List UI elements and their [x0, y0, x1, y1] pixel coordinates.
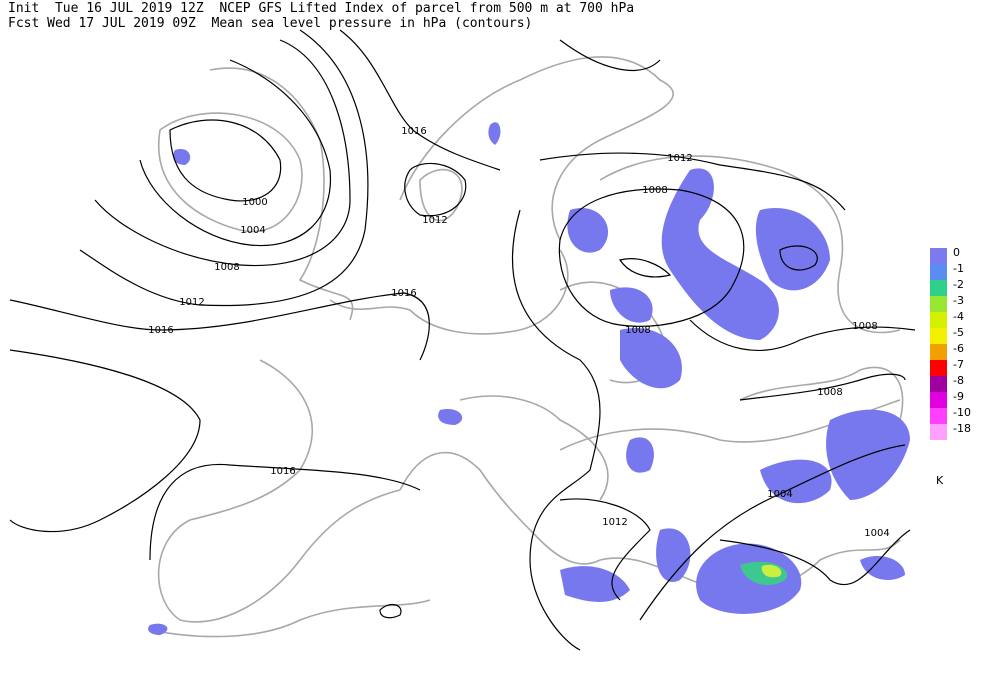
legend-swatch — [930, 296, 947, 312]
legend-label: -5 — [953, 326, 964, 339]
legend-label: -10 — [953, 406, 971, 419]
contour-label: 1004 — [864, 528, 889, 539]
legend-swatch — [930, 248, 947, 264]
contour-label: 1008 — [852, 321, 877, 332]
color-legend: 0 -1 -2 -3 -4 -5 -6 -7 -8 -9 -10 -18 — [930, 246, 971, 440]
legend-swatch — [930, 280, 947, 296]
contour-label: 1016 — [270, 466, 295, 477]
legend-label: 0 — [953, 246, 960, 259]
legend-label: -8 — [953, 374, 964, 387]
legend-label: -9 — [953, 390, 964, 403]
contour-label: 1012 — [602, 517, 627, 528]
contour-label: 1016 — [391, 288, 416, 299]
contour-label: 1000 — [242, 197, 267, 208]
li-minus4 — [761, 564, 782, 578]
legend-label: -2 — [953, 278, 964, 291]
legend-swatch — [930, 360, 947, 376]
legend-label: -1 — [953, 262, 964, 275]
contour-label: 1008 — [817, 387, 842, 398]
contour-label: 1008 — [625, 325, 650, 336]
legend-label: -3 — [953, 294, 964, 307]
contour-label: 1012 — [422, 215, 447, 226]
legend-swatch — [930, 344, 947, 360]
lifted-index-areas — [148, 122, 910, 635]
legend-label: -6 — [953, 342, 964, 355]
pressure-contours — [9, 29, 916, 651]
contour-label: 1004 — [767, 489, 792, 500]
legend-swatch — [930, 264, 947, 280]
contour-label: 1004 — [240, 225, 265, 236]
legend-label: -18 — [953, 422, 971, 435]
header-line-1: Init Tue 16 JUL 2019 12Z NCEP GFS Lifted… — [8, 1, 634, 16]
legend-swatch — [930, 328, 947, 344]
legend-swatch — [930, 312, 947, 328]
contour-label: 1012 — [179, 297, 204, 308]
contour-labels: 1016 1012 1008 1000 1004 1012 1008 1016 … — [148, 126, 889, 539]
contour-label: 1008 — [214, 262, 239, 273]
legend-swatch — [930, 376, 947, 392]
contour-label: 1016 — [401, 126, 426, 137]
contour-label: 1016 — [148, 325, 173, 336]
legend-swatch — [930, 408, 947, 424]
legend-label: -4 — [953, 310, 964, 323]
legend-label: -7 — [953, 358, 964, 371]
legend-swatch — [930, 392, 947, 408]
legend-unit: K — [936, 474, 944, 487]
contour-label: 1008 — [642, 185, 667, 196]
header-line-2: Fcst Wed 17 JUL 2019 09Z Mean sea level … — [8, 16, 532, 31]
legend-swatch — [930, 424, 947, 440]
contour-label: 1012 — [667, 153, 692, 164]
